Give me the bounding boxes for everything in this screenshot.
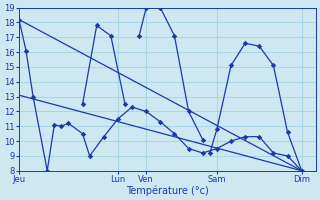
X-axis label: Température (°c): Température (°c) xyxy=(126,185,209,196)
